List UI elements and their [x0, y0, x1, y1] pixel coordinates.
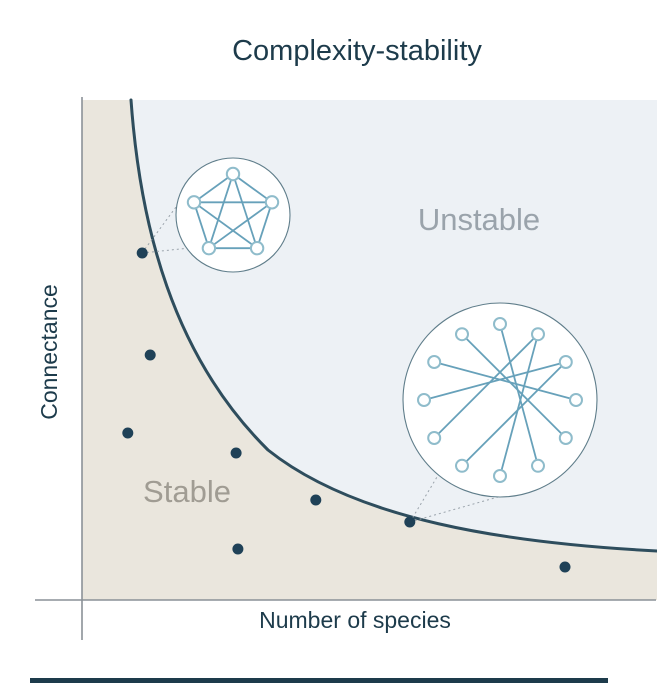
- unstable-region-label: Unstable: [418, 202, 540, 237]
- data-point: [559, 561, 571, 573]
- network-node: [493, 469, 507, 483]
- dense-network-inset: [175, 157, 291, 273]
- network-node: [249, 241, 265, 256]
- network-edge: [256, 202, 273, 249]
- data-point: [122, 427, 134, 439]
- sparse-network-circle: [402, 302, 598, 498]
- network-edge: [208, 173, 234, 249]
- network-edge: [433, 361, 577, 401]
- x-axis-label: Number of species: [259, 607, 451, 633]
- network-node: [455, 327, 469, 342]
- dense-network-nodes: [186, 166, 280, 256]
- network-node: [427, 431, 442, 445]
- network-edge: [461, 333, 567, 439]
- data-point: [144, 349, 156, 361]
- network-node: [427, 355, 442, 369]
- inset-connector-line: [141, 247, 191, 254]
- footer-bar: [30, 678, 608, 683]
- network-node: [493, 317, 507, 331]
- network-node: [225, 166, 241, 182]
- scatter-points: [122, 247, 571, 573]
- network-edge: [499, 323, 539, 467]
- network-node: [417, 393, 431, 407]
- network-edge: [499, 333, 539, 477]
- data-point: [310, 494, 322, 506]
- network-edge: [193, 202, 210, 249]
- network-node: [531, 327, 545, 342]
- stable-region: [82, 100, 657, 600]
- sparse-network-inset: [402, 302, 598, 498]
- network-edge: [193, 173, 234, 204]
- network-node: [455, 458, 469, 473]
- data-point: [230, 447, 242, 459]
- y-axis-label: Connectance: [36, 284, 62, 420]
- sparse-network-nodes: [417, 317, 583, 483]
- network-edge: [423, 361, 567, 401]
- network-edge: [193, 201, 258, 249]
- network-edge: [232, 173, 273, 204]
- inset-connector-line: [409, 476, 438, 523]
- data-point: [404, 516, 416, 528]
- boundary-curve: [129, 98, 657, 553]
- network-node: [531, 458, 545, 473]
- network-node: [201, 241, 217, 256]
- network-edge: [461, 361, 567, 467]
- network-node: [569, 393, 583, 407]
- inset-connector-line: [409, 496, 499, 523]
- network-edge: [433, 333, 539, 439]
- network-node: [558, 431, 573, 445]
- chart-title: Complexity-stability: [232, 35, 482, 67]
- data-point: [136, 247, 148, 259]
- stable-region-label: Stable: [143, 474, 231, 509]
- network-edge: [208, 201, 273, 249]
- network-node: [558, 355, 573, 369]
- network-node: [264, 195, 280, 210]
- network-node: [186, 195, 202, 210]
- data-point: [232, 543, 244, 555]
- network-edge: [232, 173, 258, 249]
